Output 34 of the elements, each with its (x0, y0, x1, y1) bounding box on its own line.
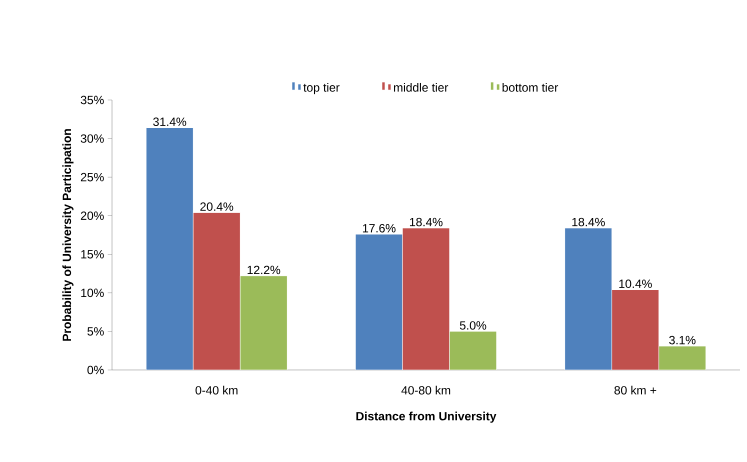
x-tick-label: 80 km + (614, 386, 656, 395)
bar (402, 228, 450, 370)
bar (658, 346, 706, 370)
bar (192, 212, 240, 370)
y-tick-label: 0% (87, 366, 104, 374)
data-label: 20.4% (200, 202, 234, 211)
bar (355, 234, 403, 370)
y-tick-label: 25% (80, 172, 104, 182)
legend-label: middle tier (394, 82, 448, 92)
data-label: 31.4% (153, 118, 186, 126)
x-tick-label: 40-80 km (401, 386, 450, 395)
legend-label: top tier (303, 82, 340, 94)
bar (240, 276, 288, 370)
x-tick-label: 0-40 km (196, 386, 238, 395)
bar (146, 128, 194, 370)
y-tick-label: 10% (81, 288, 104, 298)
data-label: 18.4% (410, 218, 443, 226)
data-label: 10.4% (619, 280, 652, 288)
data-label: 12.2% (248, 266, 280, 274)
data-label: 5.0% (460, 321, 486, 330)
legend-label: bottom tier (502, 82, 558, 92)
y-axis-title: Probability of University Participation (62, 129, 74, 341)
data-label: 17.6% (362, 224, 396, 232)
data-label: 18.4% (572, 218, 605, 226)
y-tick-label: 15% (81, 250, 104, 258)
bar (564, 228, 612, 370)
bar (612, 290, 660, 370)
y-tick-label: 35% (80, 96, 104, 104)
y-tick-label: 30% (80, 134, 104, 143)
x-axis-title: Distance from University (356, 412, 496, 423)
data-label: 3.1% (669, 336, 696, 344)
y-tick-label: 20% (80, 211, 104, 220)
bar (449, 331, 497, 370)
y-tick-label: 5% (87, 327, 104, 336)
